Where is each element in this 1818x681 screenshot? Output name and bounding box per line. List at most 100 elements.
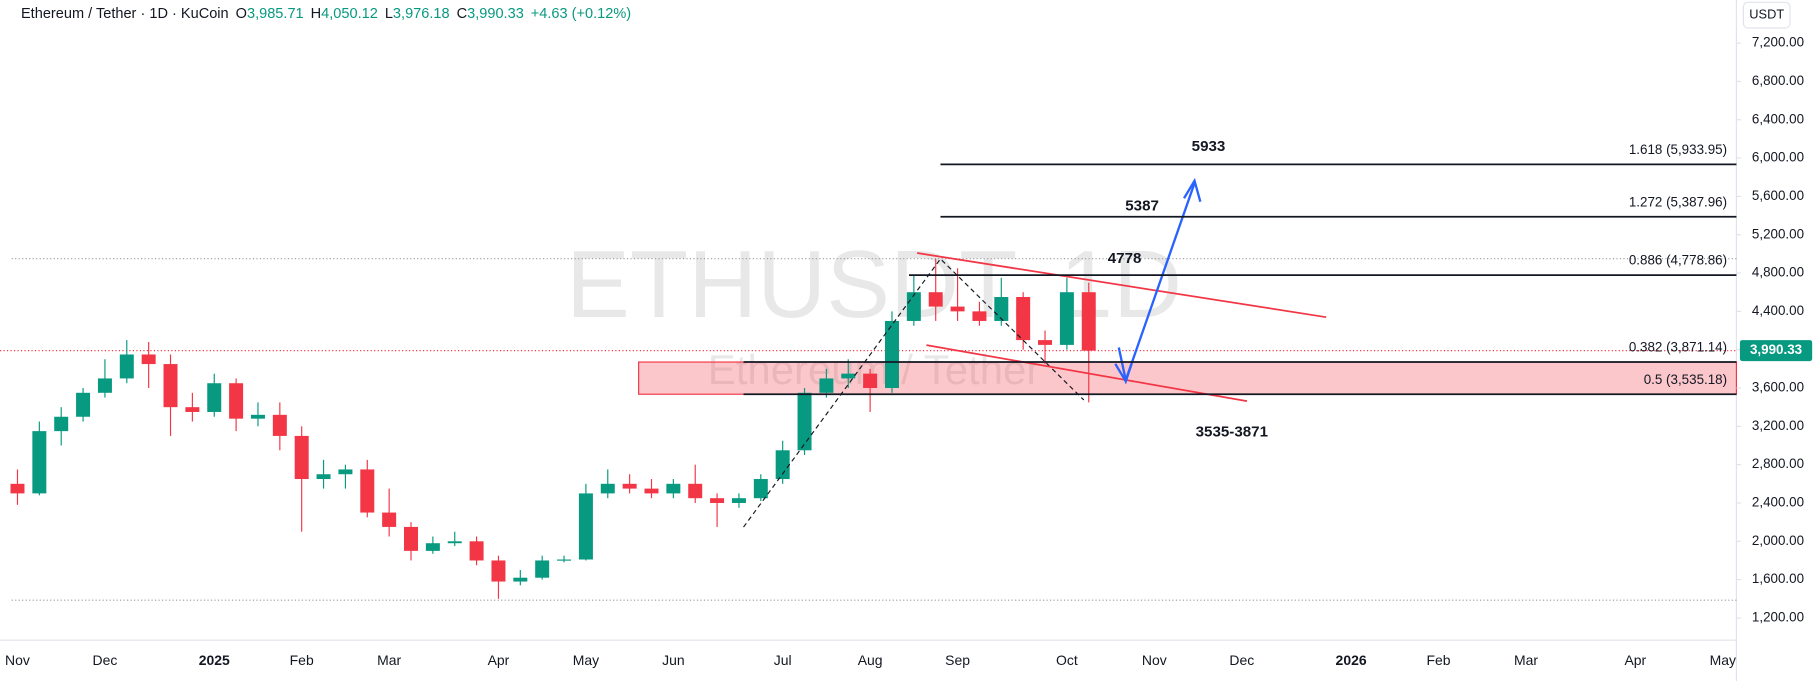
x-tick-label: Mar	[1514, 652, 1538, 668]
candle-body	[906, 292, 921, 321]
last-price-label: 3,990.33	[1750, 342, 1802, 357]
candle-body	[994, 296, 1009, 321]
candle-body	[272, 414, 287, 436]
candle-body	[863, 373, 878, 389]
x-tick-label: Apr	[1624, 652, 1646, 668]
candles	[0, 258, 1738, 601]
candle-body	[841, 373, 856, 379]
ohlc-label: H	[311, 6, 322, 22]
drawings: 1.618 (5,933.95) 1.272 (5,387.96) 0.886 (4…	[743, 138, 1737, 528]
fib-label: 1.618 (5,933.95)	[1629, 142, 1727, 157]
x-tick-label: Nov	[1142, 652, 1167, 668]
candle-body	[119, 354, 134, 379]
y-tick-label: 2,800.00	[1752, 456, 1804, 471]
candle-body	[884, 320, 899, 389]
fib-label: 0.5 (3,535.18)	[1644, 372, 1727, 387]
fib-label: 1.272 (5,387.96)	[1629, 194, 1727, 209]
candle-body	[666, 483, 681, 494]
x-tick-label: Apr	[488, 652, 510, 668]
x-tick-label: Aug	[858, 652, 883, 668]
candle-body	[97, 378, 112, 393]
candle-body	[185, 407, 200, 412]
support-zone	[638, 361, 1738, 395]
ohlc-label: L	[385, 6, 393, 22]
y-tick-label: 3,200.00	[1752, 418, 1804, 433]
x-tick-label: Jul	[774, 652, 792, 668]
candle-body	[972, 311, 987, 321]
x-tick-label: Sep	[945, 652, 970, 668]
y-tick-label: 3,600.00	[1752, 380, 1804, 395]
y-tick-label: 5,200.00	[1752, 226, 1804, 241]
candle-body	[469, 541, 484, 561]
candle-body	[731, 498, 746, 503]
candle-body	[775, 450, 790, 480]
currency-button[interactable]	[1742, 1, 1791, 29]
candle-body	[76, 392, 91, 417]
candle-body	[338, 469, 353, 475]
zigzag	[743, 257, 1085, 528]
candle-body	[513, 577, 528, 582]
candle-body	[316, 474, 331, 480]
annotation: 4778	[1108, 250, 1142, 267]
candle-body	[1059, 292, 1074, 345]
ohlc-label: C	[457, 6, 468, 22]
annotation: 5933	[1192, 138, 1226, 155]
candle-body	[797, 392, 812, 451]
x-tick-label: Feb	[1427, 652, 1451, 668]
header: Ethereum / Tether · 1D · KuCoin O3,985.71…	[21, 6, 631, 22]
candle-body	[557, 559, 572, 561]
x-tick-label: 2025	[199, 652, 230, 668]
watermark-group: ETHUSDT, 1D Ethereum / Tether	[566, 231, 1182, 393]
candle-body	[207, 383, 222, 412]
candle-body	[1038, 340, 1053, 345]
watermark: ETHUSDT, 1D	[566, 231, 1182, 338]
candle-body	[1081, 292, 1096, 351]
candle-body	[54, 416, 69, 432]
candle-body	[710, 498, 725, 503]
candle-body	[404, 526, 419, 551]
candle-body	[163, 364, 178, 408]
candle-body	[382, 512, 397, 527]
candle-body	[425, 543, 440, 551]
change: +4.63 (+0.12%)	[531, 6, 631, 22]
ohlc-value: 3,985.71	[247, 6, 304, 22]
fib-label: 0.886 (4,778.86)	[1629, 253, 1727, 268]
ohlc-value: 3,976.18	[393, 6, 450, 22]
candle-body	[250, 414, 265, 419]
candle-body	[644, 488, 659, 494]
x-tick-label: Oct	[1056, 652, 1078, 668]
currency-button-label[interactable]: USDT	[1749, 7, 1784, 22]
x-tick-label: Feb	[290, 652, 314, 668]
candle-body	[622, 483, 637, 489]
ohlc-value: 4,050.12	[321, 6, 378, 22]
x-tick-label: Dec	[1229, 652, 1254, 668]
candle-body	[928, 292, 943, 307]
y-tick-label: 6,400.00	[1752, 111, 1804, 126]
ohlc-value: 3,990.33	[467, 6, 524, 22]
y-tick-label: 6,000.00	[1752, 150, 1804, 165]
x-tick-label: Dec	[93, 652, 118, 668]
candle-body	[578, 493, 593, 560]
y-tick-label: 5,600.00	[1752, 188, 1804, 203]
arrow-head	[1114, 363, 1133, 385]
candle-body	[294, 435, 309, 480]
channel-bottom	[926, 344, 1248, 402]
y-tick-label: 7,200.00	[1752, 35, 1804, 50]
y-tick-label: 1,200.00	[1752, 609, 1804, 624]
candle-body	[950, 306, 965, 312]
last-price-tag	[1739, 340, 1813, 362]
candle-body	[32, 431, 47, 494]
y-tick-label: 2,000.00	[1752, 533, 1804, 548]
fib-label: 0.382 (3,871.14)	[1629, 340, 1727, 355]
x-tick-label: 2026	[1336, 652, 1367, 668]
arrow-head	[1183, 177, 1202, 203]
x-tick-label: Jun	[662, 652, 685, 668]
candle-body	[447, 541, 462, 544]
candle-body	[229, 383, 244, 419]
candle-body	[141, 354, 156, 365]
candle-body	[10, 483, 25, 494]
y-tick-label: 1,600.00	[1752, 571, 1804, 586]
